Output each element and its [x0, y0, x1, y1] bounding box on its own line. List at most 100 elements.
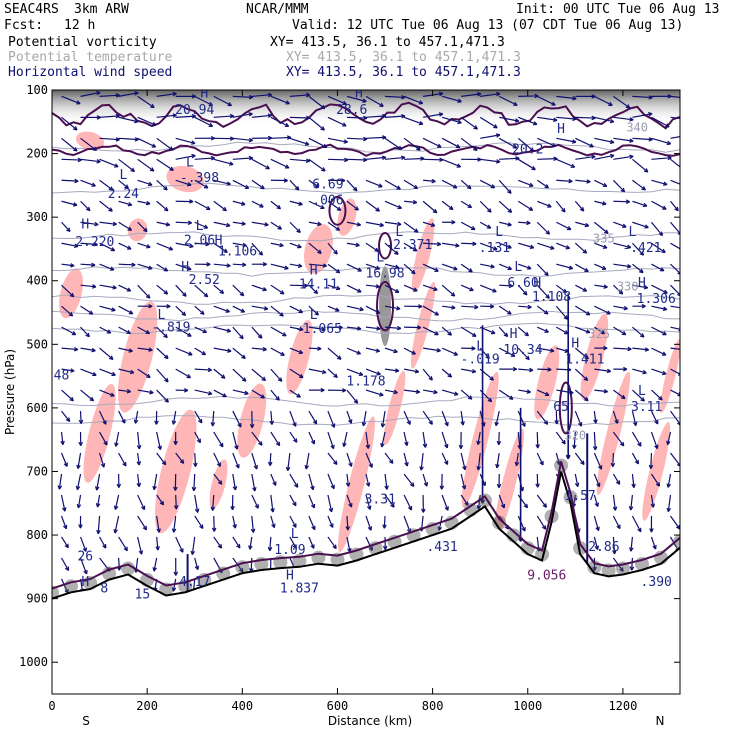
wind-arrowhead: [342, 442, 347, 448]
wind-arrowhead: [397, 145, 403, 151]
wind-vector: [270, 515, 275, 528]
wind-arrowhead: [227, 101, 232, 107]
wind-arrowhead: [115, 93, 120, 98]
wind-vector: [403, 116, 424, 125]
extremum-label: L: [476, 340, 484, 355]
wind-arrowhead: [298, 309, 304, 314]
wind-vector: [58, 473, 63, 490]
wind-vector: [612, 284, 624, 295]
wind-vector: [441, 263, 458, 271]
wind-vector: [670, 116, 680, 120]
wind-arrowhead: [477, 92, 482, 97]
wind-arrowhead: [131, 262, 136, 268]
init-time: Init: 00 UTC Tue 06 Aug 13: [516, 2, 720, 17]
wind-arrowhead: [299, 326, 304, 332]
extremum-label: L: [196, 219, 204, 234]
x-tick-label: 1200: [608, 699, 637, 713]
wind-vector: [555, 431, 566, 445]
wind-arrowhead: [91, 284, 97, 289]
wind-vector: [384, 263, 400, 269]
wind-arrowhead: [687, 96, 691, 99]
wind-arrowhead: [381, 155, 387, 160]
wind-vector: [96, 473, 101, 491]
wind-arrowhead: [561, 207, 566, 213]
wind-vector: [137, 158, 155, 172]
wind-vector: [574, 200, 585, 212]
wind-vector: [575, 284, 587, 292]
wind-arrowhead: [115, 113, 120, 119]
wind-arrowhead: [335, 226, 341, 231]
wind-arrowhead: [551, 142, 557, 148]
wind-vector: [498, 137, 518, 149]
wind-arrowhead: [173, 486, 178, 491]
wind-vector: [156, 494, 164, 506]
wind-vector: [232, 157, 253, 160]
wind-arrowhead: [145, 294, 151, 299]
wind-vector: [153, 557, 158, 572]
wind-vector: [175, 368, 191, 379]
wind-vector: [365, 305, 381, 314]
wind-arrowhead: [535, 483, 540, 488]
theta-contour: [52, 266, 680, 277]
extremum-label: 16.98: [365, 267, 404, 282]
wind-arrowhead: [592, 446, 598, 451]
wind-vector: [670, 158, 680, 168]
wind-arrowhead: [596, 482, 601, 488]
wind-arrowhead: [489, 376, 494, 381]
wind-vector: [555, 200, 566, 213]
wind-arrowhead: [644, 347, 650, 352]
pv-shade-area: [411, 218, 435, 293]
wind-vector: [498, 95, 518, 106]
wind-vector: [270, 368, 283, 382]
wind-vector: [61, 242, 79, 248]
wind-vector: [308, 536, 315, 549]
wind-arrowhead: [342, 100, 347, 105]
wind-arrowhead: [146, 373, 151, 379]
wind-vector: [99, 179, 114, 191]
wind-arrowhead: [85, 206, 91, 212]
wind-vector: [404, 200, 417, 204]
wind-arrowhead: [532, 121, 538, 126]
wind-vector: [650, 221, 663, 236]
wind-arrowhead: [332, 544, 337, 550]
wind-arrowhead: [601, 265, 607, 270]
wind-arrowhead: [271, 523, 276, 529]
wind-arrowhead: [453, 351, 459, 356]
pv-shade-area: [209, 459, 228, 509]
extremum-label: 1.306: [637, 292, 676, 307]
y-tick-label: 900: [26, 592, 48, 606]
wind-arrowhead: [317, 346, 322, 351]
wind-vector: [651, 179, 668, 186]
x-tick-label: 1000: [513, 699, 542, 713]
wind-arrowhead: [510, 352, 516, 357]
wind-arrowhead: [662, 370, 667, 376]
y-tick-label: 100: [26, 83, 48, 97]
wind-arrowhead: [111, 371, 116, 377]
wind-vector: [308, 326, 326, 331]
wind-vector: [365, 136, 387, 139]
wind-arrowhead: [384, 485, 389, 490]
wind-arrowhead: [235, 464, 240, 469]
wind-arrowhead: [330, 484, 335, 490]
wind-arrowhead: [280, 351, 285, 356]
wind-vector: [289, 536, 297, 549]
wind-vector: [651, 263, 665, 272]
wind-arrowhead: [136, 482, 142, 488]
wind-vector: [612, 431, 625, 447]
wind-vector: [137, 347, 153, 351]
wind-arrowhead: [198, 418, 203, 424]
wind-arrowhead: [257, 334, 263, 339]
wind-vector: [61, 116, 78, 131]
wind-arrowhead: [341, 178, 346, 183]
pv-shade-area: [127, 218, 148, 242]
wind-arrowhead: [468, 268, 473, 273]
wind-vector: [461, 242, 477, 245]
wind-arrowhead: [102, 544, 107, 549]
wind-arrowhead: [157, 445, 162, 450]
wind-vector: [232, 473, 237, 491]
wind-arrowhead: [431, 178, 436, 184]
wind-vector: [631, 431, 642, 447]
wind-arrowhead: [284, 164, 290, 169]
wind-vector: [441, 284, 456, 297]
